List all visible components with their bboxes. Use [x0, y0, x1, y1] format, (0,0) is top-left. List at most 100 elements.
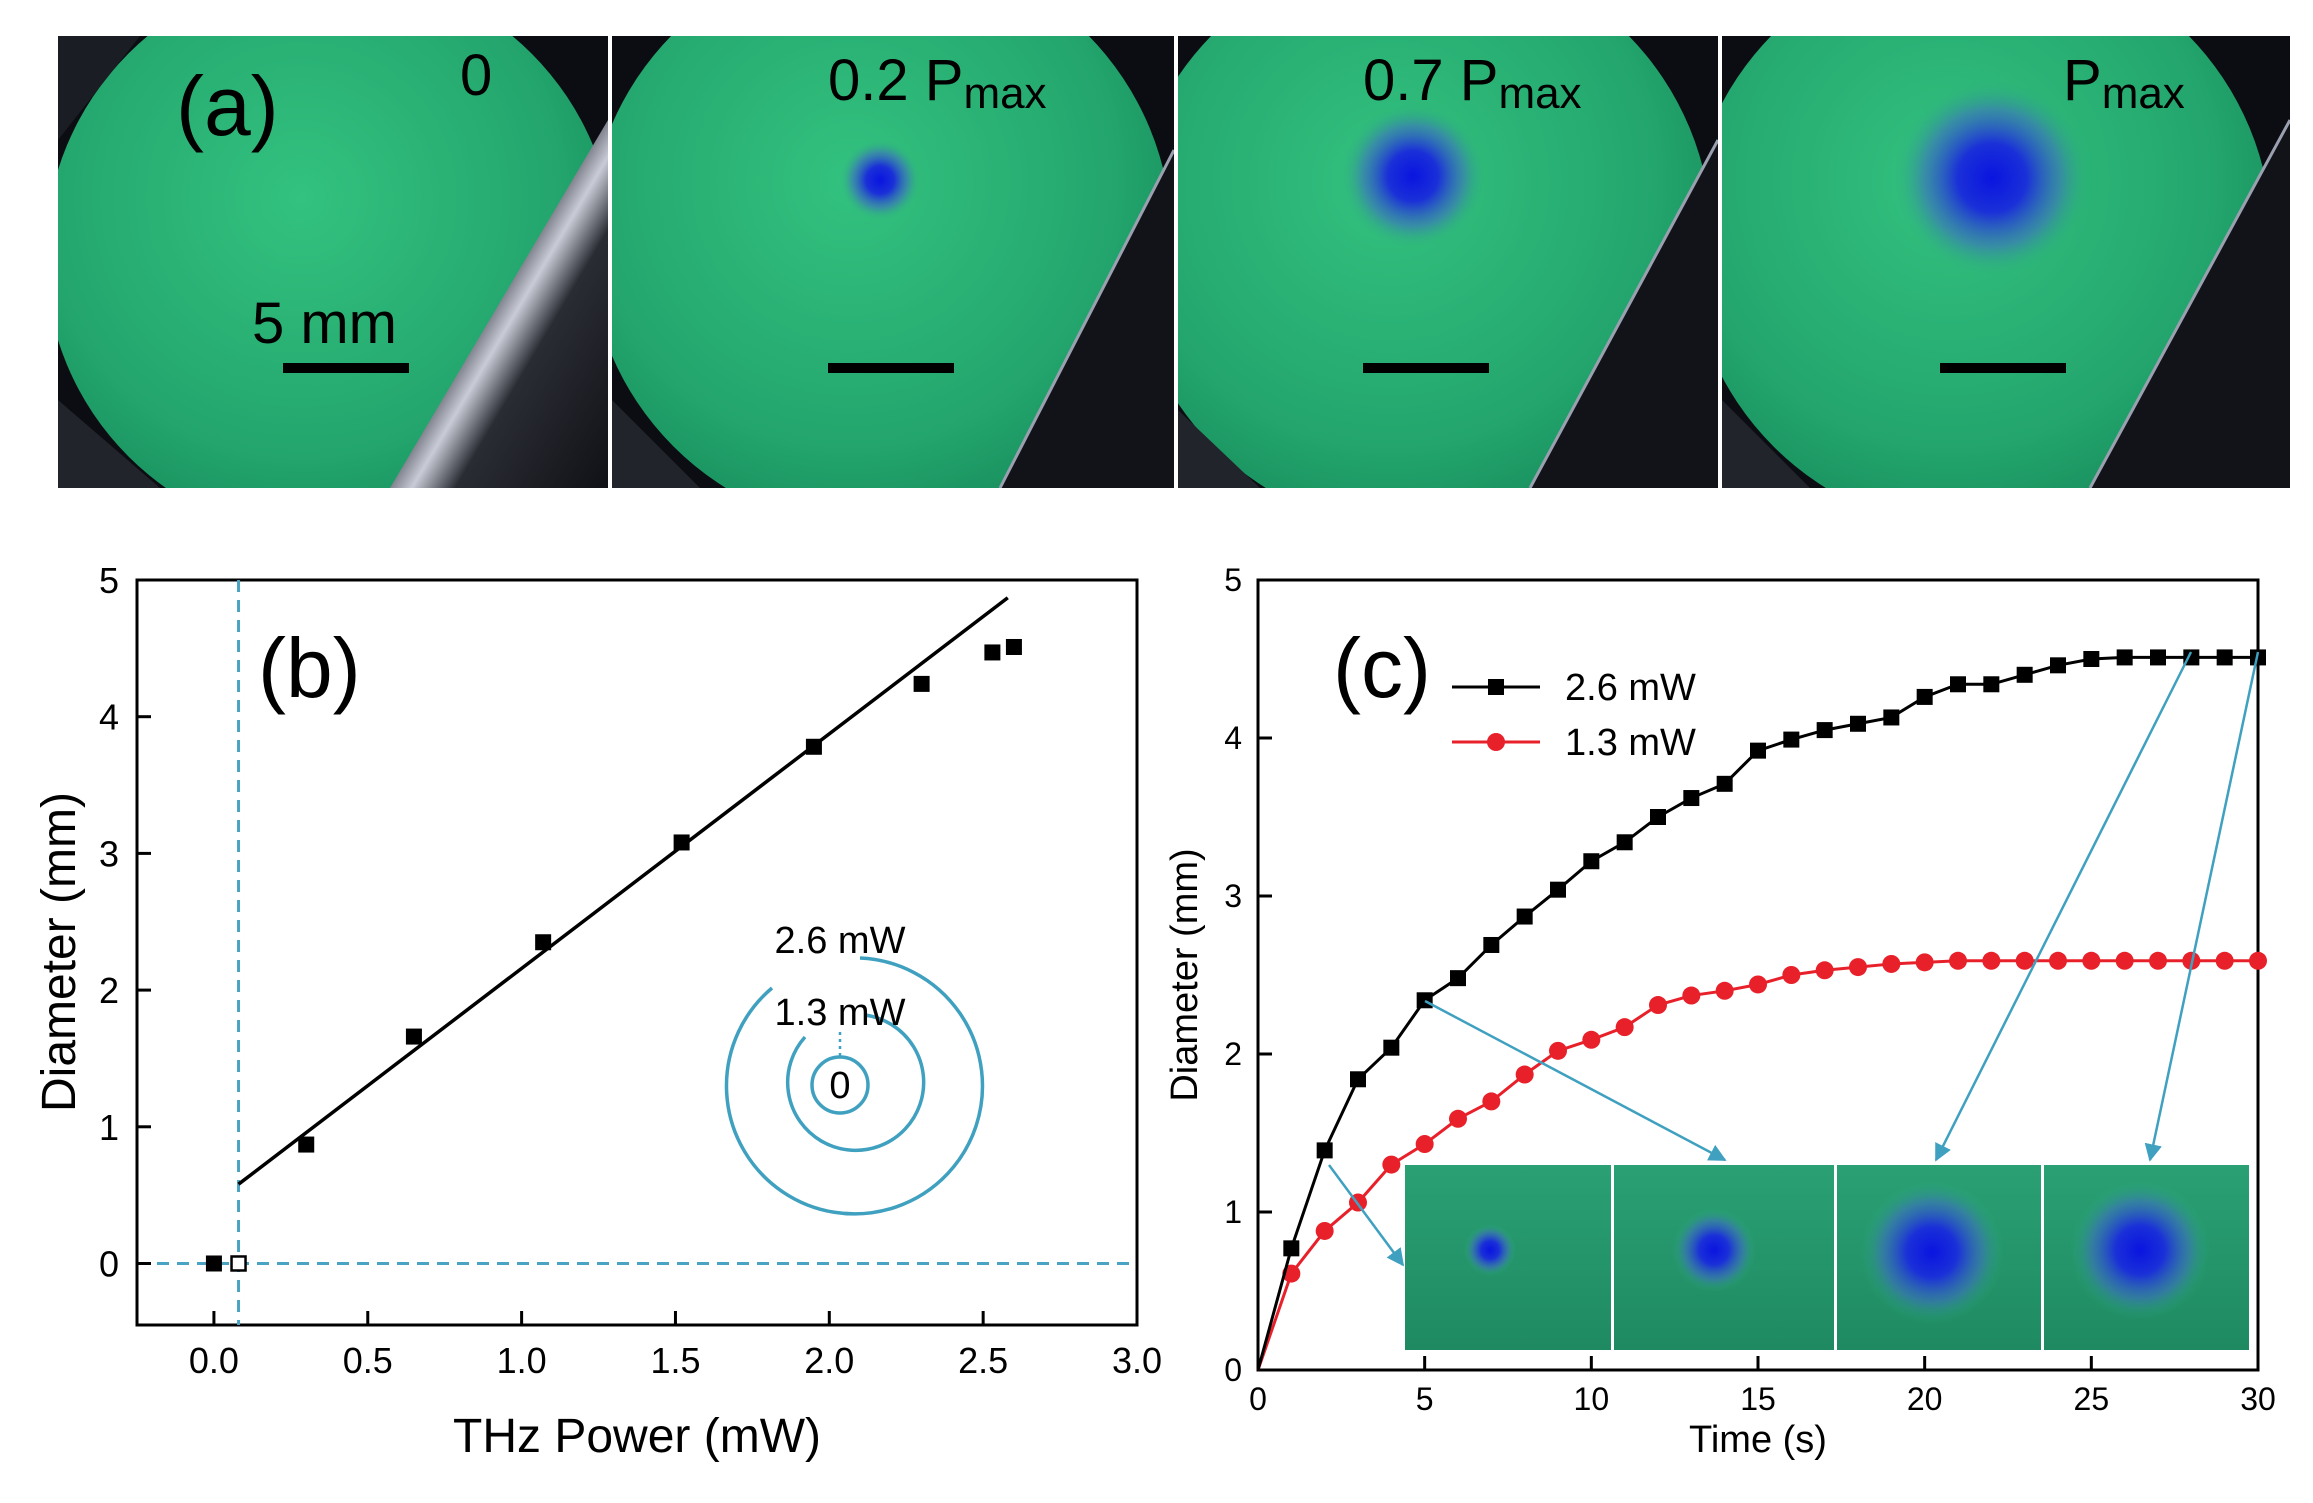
chart-c-arrows [1327, 651, 2260, 1267]
panel-a-label: (a) [176, 59, 279, 153]
data-point [1982, 951, 2001, 970]
data-point [1315, 1221, 1334, 1240]
legend-marker-2.6mW [1488, 679, 1504, 695]
x-tick-label: 0.0 [189, 1340, 239, 1381]
chart-c-ylabel: Diameter (mm) [1164, 848, 1206, 1101]
data-point [1649, 996, 1667, 1015]
data-point [1483, 936, 1500, 953]
data-point [1005, 638, 1022, 655]
frame-label-1: 0.2 Pmax [828, 48, 1047, 118]
frame-label-0: 0 [460, 43, 492, 108]
data-point [1383, 1039, 1400, 1056]
data-point [2150, 649, 2166, 666]
data-point [2016, 666, 2033, 683]
data-point [1850, 715, 1866, 732]
data-point [1650, 809, 1666, 825]
data-point [1749, 975, 1767, 994]
chart-b-fit-line [237, 596, 1009, 1186]
fit-line [237, 596, 1009, 1186]
inset-spot-0 [1464, 1224, 1516, 1276]
data-point [1715, 981, 1734, 1000]
data-point [2215, 951, 2234, 970]
y-tick-label: 4 [1224, 720, 1242, 756]
inset-ring-1.3mW [785, 1013, 926, 1153]
scale-bar [828, 363, 954, 373]
data-point [1615, 1018, 1634, 1037]
chart-c-xlabel: Time (s) [1689, 1419, 1827, 1461]
data-point [1382, 1155, 1401, 1174]
photo-frame-3 [1722, 36, 2290, 488]
y-tick-label: 3 [1224, 878, 1242, 914]
data-point [1583, 853, 1600, 870]
chart-b-points [205, 638, 1022, 1272]
y-tick-label: 1 [99, 1107, 119, 1148]
scale-bar [1363, 363, 1489, 373]
inset-spot-2 [1860, 1180, 2004, 1324]
data-point [1316, 1142, 1333, 1159]
x-tick-label: 15 [1740, 1381, 1776, 1417]
data-point [1415, 1135, 1434, 1154]
scale-bar [1940, 363, 2066, 373]
chart-c: 0 5 10 15 20 25 30 0 1 2 3 4 5 (c) 2.6 mW [1164, 562, 2276, 1461]
data-point [2116, 649, 2133, 666]
data-point [984, 644, 1001, 661]
chart-c-inset-strip [1405, 1165, 2249, 1350]
thz-spot [1341, 104, 1485, 248]
data-point [1350, 1071, 1366, 1088]
legend-marker-1.3mW [1487, 733, 1505, 751]
data-point [1450, 970, 1466, 987]
data-point-open [230, 1255, 247, 1272]
inset-label-1.3mW: 1.3 mW [775, 992, 906, 1034]
data-point [2115, 951, 2134, 970]
arrow-to-frame-2 [1934, 651, 2193, 1162]
x-tick-label: 0.5 [343, 1340, 393, 1381]
inset-label-0: 0 [829, 1065, 850, 1107]
data-point [1883, 709, 1900, 726]
data-point [1783, 731, 1800, 748]
x-tick-label: 25 [2074, 1381, 2110, 1417]
data-point [535, 934, 552, 951]
photo-frame-0 [58, 36, 608, 488]
panel-c-label: (c) [1333, 621, 1431, 715]
data-point [1516, 908, 1533, 925]
x-tick-label: 2.0 [804, 1340, 854, 1381]
y-tick-label: 0 [99, 1243, 119, 1284]
data-point [298, 1136, 315, 1153]
y-tick-label: 2 [99, 970, 119, 1011]
y-tick-label: 1 [1224, 1194, 1242, 1230]
inset-ring-2.6mW [724, 956, 985, 1216]
y-tick-label: 4 [99, 697, 119, 738]
data-point [1916, 688, 1933, 705]
inset-label-2.6mW: 2.6 mW [775, 920, 906, 962]
x-tick-label: 1.5 [650, 1340, 700, 1381]
chart-b-xlabel: THz Power (mW) [453, 1410, 821, 1463]
scale-bar [283, 363, 409, 373]
arrow-to-frame-1 [1424, 999, 1727, 1162]
data-point [2049, 951, 2067, 970]
data-point [1849, 958, 1867, 977]
frame-label-3: Pmax [2063, 48, 2185, 118]
chart-b-y-axis: 0 1 2 3 4 5 [99, 560, 151, 1284]
y-tick-label: 3 [99, 833, 119, 874]
data-point [1782, 966, 1801, 984]
data-point [1550, 881, 1566, 898]
frame-label-2: 0.7 Pmax [1363, 48, 1582, 118]
y-tick-label: 5 [99, 560, 119, 601]
data-point [2015, 951, 2034, 970]
data-point [1750, 742, 1766, 759]
inset-ring-0 [810, 1055, 870, 1115]
data-point [405, 1028, 422, 1045]
data-point [1816, 722, 1833, 739]
data-point [2216, 649, 2233, 666]
data-point [2249, 951, 2267, 970]
data-point [1950, 676, 1966, 693]
data-point [1949, 951, 1967, 970]
thz-spot [840, 140, 920, 220]
x-tick-label: 1.0 [497, 1340, 547, 1381]
scale-bar-label: 5 mm [252, 291, 397, 356]
x-tick-label: 20 [1907, 1381, 1943, 1417]
chart-c-series [1256, 649, 2267, 1371]
chart-c-legend: 2.6 mW 1.3 mW [1452, 667, 1696, 764]
data-point [913, 675, 930, 692]
